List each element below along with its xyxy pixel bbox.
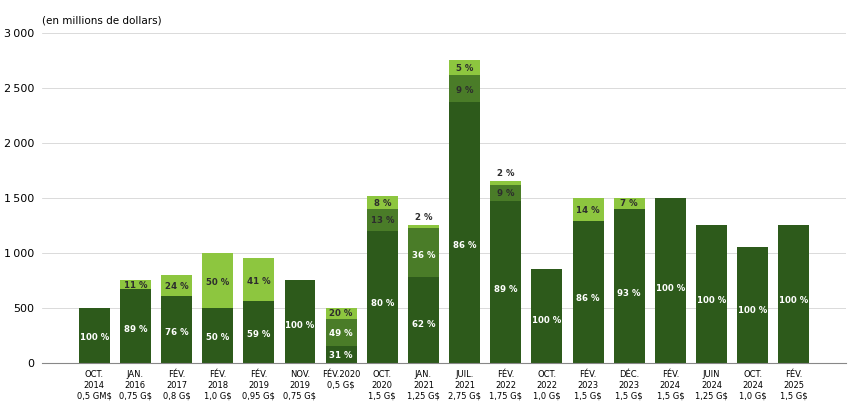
Bar <box>449 102 480 363</box>
Text: 50 %: 50 % <box>206 278 230 288</box>
Text: 5 %: 5 % <box>456 64 473 73</box>
Bar <box>161 296 192 363</box>
Bar <box>614 198 644 209</box>
Bar <box>614 209 644 363</box>
Bar <box>326 345 356 363</box>
Text: 59 %: 59 % <box>247 330 270 339</box>
Bar <box>161 275 192 296</box>
Bar <box>243 258 275 301</box>
Text: 49 %: 49 % <box>329 329 353 338</box>
Text: 100 %: 100 % <box>80 333 109 343</box>
Bar <box>449 75 480 102</box>
Bar <box>490 185 521 201</box>
Bar <box>573 198 604 221</box>
Bar <box>408 277 439 363</box>
Bar <box>285 280 315 363</box>
Text: 62 %: 62 % <box>411 320 435 329</box>
Text: 14 %: 14 % <box>576 206 600 215</box>
Bar <box>779 225 809 363</box>
Text: 89 %: 89 % <box>494 286 518 294</box>
Bar <box>449 60 480 75</box>
Text: 7 %: 7 % <box>620 200 638 209</box>
Text: 100 %: 100 % <box>286 321 314 330</box>
Bar <box>243 301 275 363</box>
Text: 86 %: 86 % <box>576 294 600 303</box>
Bar <box>202 308 233 363</box>
Bar <box>408 225 439 228</box>
Bar <box>490 181 521 185</box>
Bar <box>367 209 398 230</box>
Text: 31 %: 31 % <box>329 350 353 360</box>
Text: 86 %: 86 % <box>453 241 476 250</box>
Bar <box>573 221 604 363</box>
Bar <box>120 289 150 363</box>
Text: 24 %: 24 % <box>165 282 189 291</box>
Text: 80 %: 80 % <box>371 299 394 308</box>
Text: 20 %: 20 % <box>330 309 353 318</box>
Bar <box>326 319 356 345</box>
Bar <box>531 269 563 363</box>
Text: 41 %: 41 % <box>247 277 270 286</box>
Text: 100 %: 100 % <box>738 306 768 315</box>
Text: 11 %: 11 % <box>123 281 147 290</box>
Text: 100 %: 100 % <box>655 284 685 293</box>
Text: 13 %: 13 % <box>371 217 394 226</box>
Bar <box>367 230 398 363</box>
Text: 8 %: 8 % <box>373 199 391 208</box>
Bar <box>490 201 521 363</box>
Text: 9 %: 9 % <box>497 189 514 198</box>
Bar <box>696 225 727 363</box>
Bar <box>655 198 686 363</box>
Text: 100 %: 100 % <box>532 316 562 325</box>
Text: 9 %: 9 % <box>456 85 473 95</box>
Bar <box>737 247 768 363</box>
Bar <box>202 253 233 308</box>
Bar <box>367 196 398 209</box>
Text: 36 %: 36 % <box>411 251 435 260</box>
Text: 50 %: 50 % <box>206 333 230 343</box>
Text: 93 %: 93 % <box>617 289 641 298</box>
Text: 76 %: 76 % <box>165 328 189 337</box>
Bar <box>326 308 356 319</box>
Text: 89 %: 89 % <box>123 325 147 334</box>
Bar <box>408 228 439 277</box>
Text: (en millions de dollars): (en millions de dollars) <box>42 16 162 26</box>
Text: 2 %: 2 % <box>415 213 432 222</box>
Text: 100 %: 100 % <box>779 296 808 305</box>
Text: 2 %: 2 % <box>497 169 514 178</box>
Bar <box>120 280 150 289</box>
Text: 100 %: 100 % <box>697 296 726 305</box>
Bar <box>79 308 110 363</box>
